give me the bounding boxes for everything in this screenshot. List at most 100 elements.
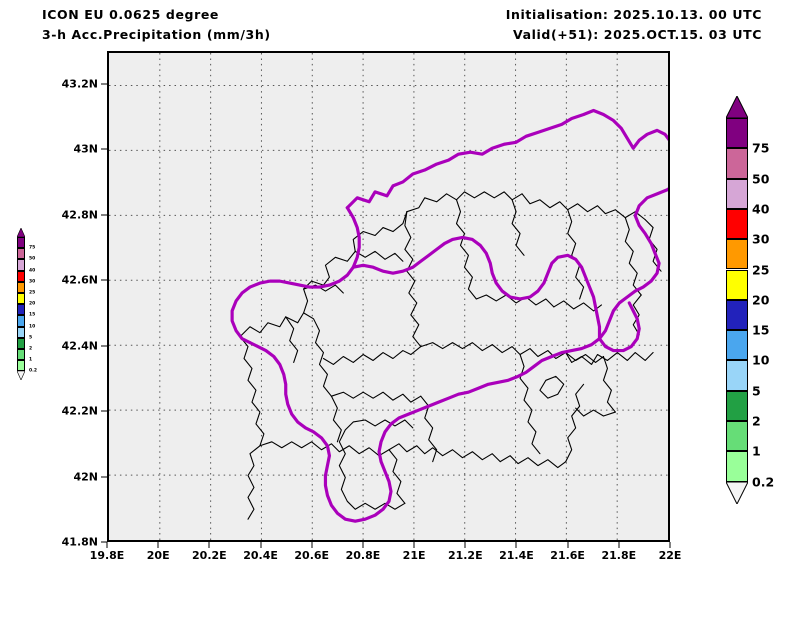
ytick-mark [101,214,107,216]
xtick-label: 20.2E [192,549,227,562]
colorbar-tick-label: 2 [752,413,761,429]
colorbar-tick-label: 5 [752,383,761,399]
colorbar-tick-label: 30 [29,279,36,285]
colorbar-segment [17,349,25,361]
xtick-label: 20.4E [243,549,278,562]
colorbar-segment [17,259,25,271]
xtick-mark [260,542,262,548]
xtick-mark [515,542,517,548]
ytick-label: 42.8N [61,208,98,222]
map-plot-area [107,51,670,542]
xtick-mark [362,542,364,548]
colorbar-tick-label: 15 [29,312,36,318]
ytick-label: 43.2N [61,77,98,91]
colorbar-segment [17,237,25,249]
xtick-mark [413,542,415,548]
ytick-label: 43N [73,142,98,156]
ytick-mark [101,476,107,478]
valid-time: Valid(+51): 2025.OCT.15. 03 UTC [513,27,762,42]
xtick-label: 21.8E [601,549,637,562]
ytick-mark [101,83,107,85]
colorbar-tick-label: 5 [29,335,33,341]
xtick-label: 21.6E [550,549,585,562]
colorbar-tick-label: 10 [29,324,36,330]
colorbar-tick-label: 40 [29,268,36,274]
colorbar-segment [17,337,25,349]
xtick-label: 21.2E [447,549,483,562]
ytick-mark [101,410,107,412]
colorbar-segment [726,360,748,391]
colorbar-segment [17,293,25,305]
xtick-label: 20.6E [294,549,330,562]
xtick-label: 22E [658,549,682,562]
colorbar-tick-label: 75 [752,140,770,156]
colorbar-tick-label: 40 [752,201,770,217]
colorbar-tick-label: 30 [752,231,770,247]
colorbar-tick-label: 50 [752,171,770,187]
colorbar-segment [726,269,748,300]
colorbar-segment [726,239,748,270]
colorbar-segment [726,208,748,240]
xtick-mark [464,542,466,548]
xtick-mark [208,542,210,548]
colorbar-segment [726,421,748,452]
ytick-label: 42N [73,470,98,484]
colorbar-segment [17,315,25,327]
initialisation-time: Initialisation: 2025.10.13. 00 UTC [505,7,762,22]
colorbar-tick-label: 20 [752,292,770,308]
ytick-label: 42.2N [61,404,98,418]
colorbar-segment [17,304,25,316]
colorbar-under-arrow [726,481,748,504]
xtick-mark [669,542,671,548]
ytick-mark [101,345,107,347]
field-title: 3-h Acc.Precipitation (mm/3h) [42,27,271,42]
ytick-mark [101,279,107,281]
colorbar-segment [17,248,25,260]
xtick-mark [106,542,108,548]
colorbar-tick-label: 15 [752,322,770,338]
xtick-label: 21E [402,549,426,562]
colorbar-tick-label: 1 [752,443,761,459]
colorbar-segment [726,178,748,209]
colorbar-segment [726,148,748,179]
xtick-mark [618,542,620,548]
colorbar-segment [17,326,25,338]
xtick-label: 21.4E [499,549,534,562]
colorbar-tick-label: 0.2 [752,474,775,490]
colorbar-tick-label: 50 [29,256,36,262]
xtick-mark [311,542,313,548]
ytick-label: 42.4N [61,339,98,353]
colorbar-tick-label: 25 [752,262,770,277]
grid-lines [109,53,668,540]
xtick-label: 19.8E [89,549,125,562]
colorbar-tick-label: 10 [752,352,770,368]
colorbar-segment [726,118,748,149]
xtick-mark [567,542,569,548]
map-borders [230,108,668,523]
colorbar-over-arrow [17,228,25,237]
colorbar-segment [726,330,748,361]
colorbar-tick-label: 20 [29,301,36,307]
colorbar-tick-label: 2 [29,346,33,352]
xtick-label: 20E [146,549,170,562]
ytick-label: 41.8N [61,535,98,549]
national-border [230,108,668,523]
colorbar-over-arrow [726,96,748,118]
model-title: ICON EU 0.0625 degree [42,7,219,22]
colorbar-under-arrow [17,371,25,381]
ytick-label: 42.6N [61,273,98,287]
colorbar-segment [726,451,748,482]
colorbar-segment [17,281,25,293]
colorbar-tick-label: 1 [29,357,33,363]
colorbar-segment [726,390,748,421]
colorbar-main: 75 50 40 30 25 20 15 10 5 2 1 0.2 [726,96,800,508]
colorbar-segment [17,270,25,282]
colorbar-tick-label: 25 [29,290,36,296]
xtick-label: 20.8E [345,549,381,562]
colorbar-segment [726,299,748,331]
colorbar-tick-label: 75 [29,245,36,251]
colorbar-tick-label: 0.2 [29,368,37,374]
ytick-mark [101,148,107,150]
ytick-mark [101,541,107,543]
